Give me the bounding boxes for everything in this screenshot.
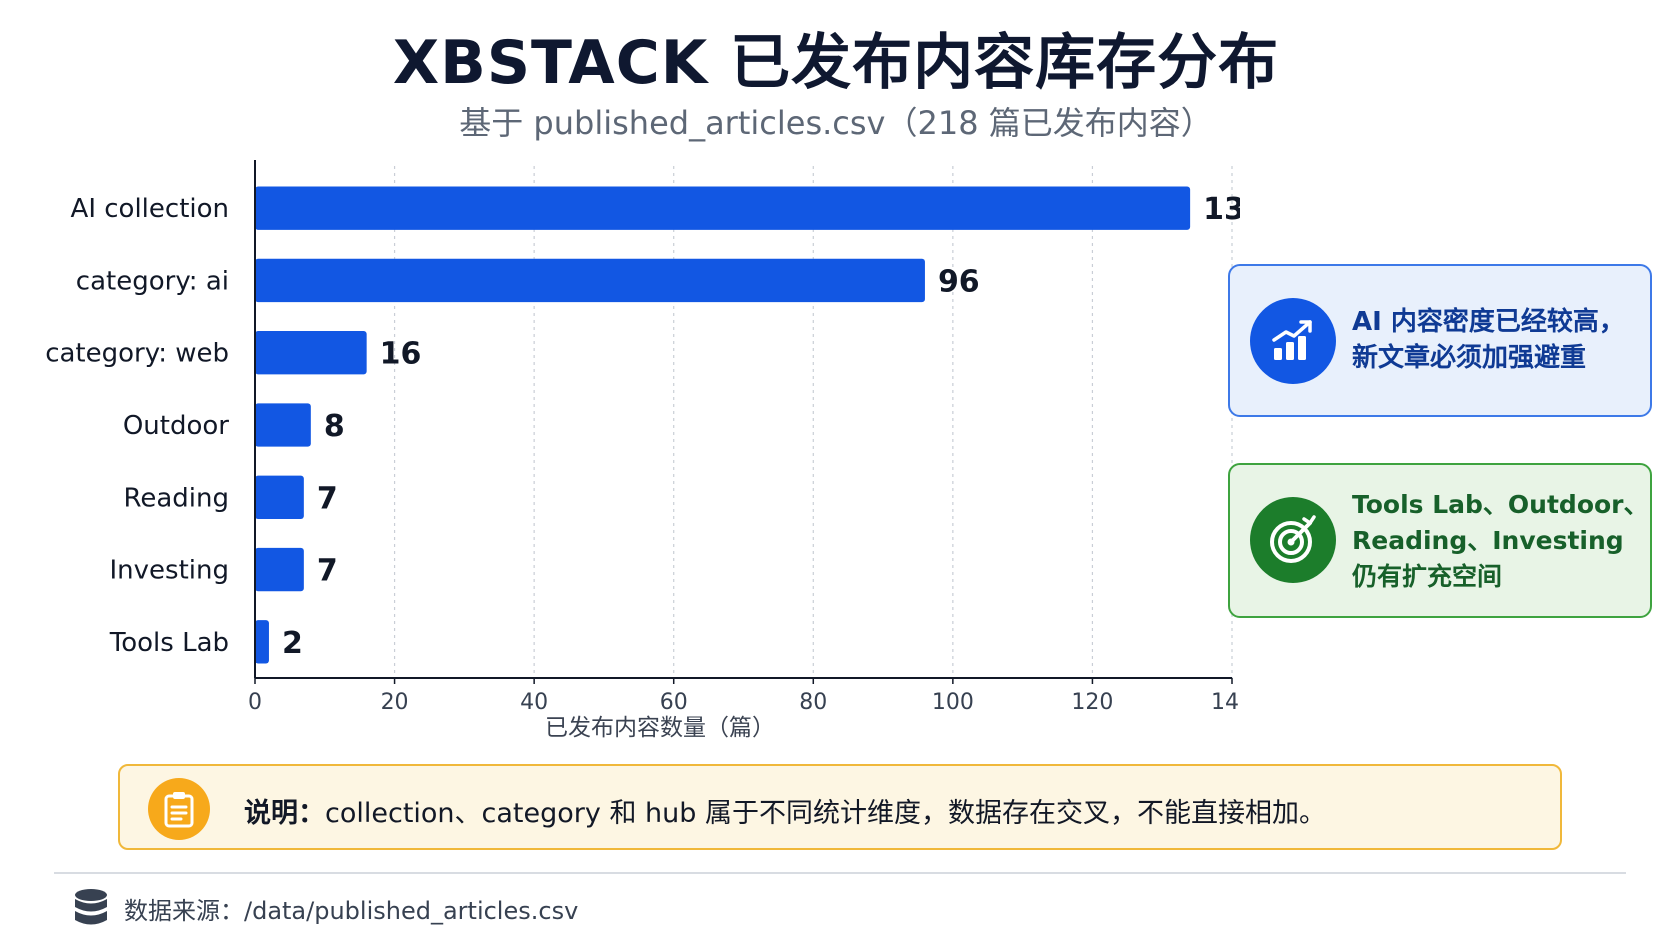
callout-ai-line-1: AI 内容密度已经较高， <box>1352 307 1625 337</box>
x-tick-label: 100 <box>932 690 974 715</box>
data-label: 7 <box>317 481 338 516</box>
chart-subtitle: 基于 published_articles.csv（218 篇已发布内容） <box>459 104 1213 142</box>
bar-chart-growth-icon <box>1250 298 1336 384</box>
database-icon <box>75 889 107 925</box>
bar-chart: 0 20 40 60 80 100 120 140 AI collection 134 catego… <box>45 160 1240 741</box>
data-label: 8 <box>324 409 345 444</box>
callout-growth-space: Tools Lab、Outdoor、 Reading、Investing 仍有扩… <box>1228 463 1652 618</box>
bar <box>255 620 269 664</box>
bar <box>255 547 304 592</box>
category-label: Outdoor <box>123 411 229 441</box>
bar <box>255 186 1191 230</box>
data-label: 96 <box>938 264 980 299</box>
callout-ai-text: AI 内容密度已经较高， 新文章必须加强避重 <box>1352 304 1636 376</box>
callout-growth-line-1: Tools Lab、Outdoor、 <box>1352 490 1649 519</box>
bar <box>255 403 311 447</box>
data-source: 数据来源：/data/published_articles.csv <box>72 886 578 930</box>
chart-title: XBSTACK 已发布内容库存分布 <box>392 28 1280 98</box>
x-axis-title: 已发布内容数量（篇） <box>545 715 775 741</box>
bar <box>255 331 367 375</box>
x-tick-label: 0 <box>248 690 262 715</box>
category-label: Reading <box>123 483 229 513</box>
grid-lines <box>393 166 1233 678</box>
data-label: 2 <box>282 626 303 661</box>
source-text: 数据来源：/data/published_articles.csv <box>124 896 579 925</box>
callout-growth-text: Tools Lab、Outdoor、 Reading、Investing 仍有扩… <box>1352 487 1649 595</box>
category-label: category: web <box>45 339 229 369</box>
callout-ai-line-2: 新文章必须加强避重 <box>1352 343 1587 373</box>
labels: 0 20 40 60 80 100 120 140 AI collection 134 catego… <box>45 192 1240 715</box>
note-text: 说明：collection、category 和 hub 属于不同统计维度，数据… <box>244 791 1326 830</box>
note-label: 说明： <box>244 798 325 829</box>
data-label: 7 <box>317 554 338 589</box>
bar <box>255 475 304 519</box>
x-tick-label: 20 <box>381 690 409 715</box>
bars <box>255 186 1191 664</box>
bar <box>255 258 925 303</box>
x-tick-label: 40 <box>520 690 548 715</box>
callout-growth-line-2: Reading、Investing <box>1352 526 1624 555</box>
axes <box>254 160 1233 684</box>
category-label: Tools Lab <box>109 628 229 658</box>
category-label: AI collection <box>71 194 229 224</box>
data-label: 16 <box>380 337 422 372</box>
x-tick-label: 60 <box>660 690 688 715</box>
data-label: 134 <box>1203 192 1240 227</box>
callout-growth-line-3: 仍有扩充空间 <box>1352 562 1503 591</box>
clipboard-icon <box>148 778 210 840</box>
x-tick-label: 120 <box>1071 690 1113 715</box>
x-tick-label: 80 <box>799 690 827 715</box>
x-tick-label: 140 <box>1211 690 1240 715</box>
note-body: collection、category 和 hub 属于不同统计维度，数据存在交… <box>325 798 1326 829</box>
category-label: category: ai <box>76 266 229 296</box>
target-icon <box>1250 497 1336 583</box>
note-box: 说明：collection、category 和 hub 属于不同统计维度，数据… <box>118 764 1562 850</box>
footer-divider <box>54 872 1626 874</box>
callout-ai-density: AI 内容密度已经较高， 新文章必须加强避重 <box>1228 264 1652 417</box>
category-label: Investing <box>110 556 229 586</box>
